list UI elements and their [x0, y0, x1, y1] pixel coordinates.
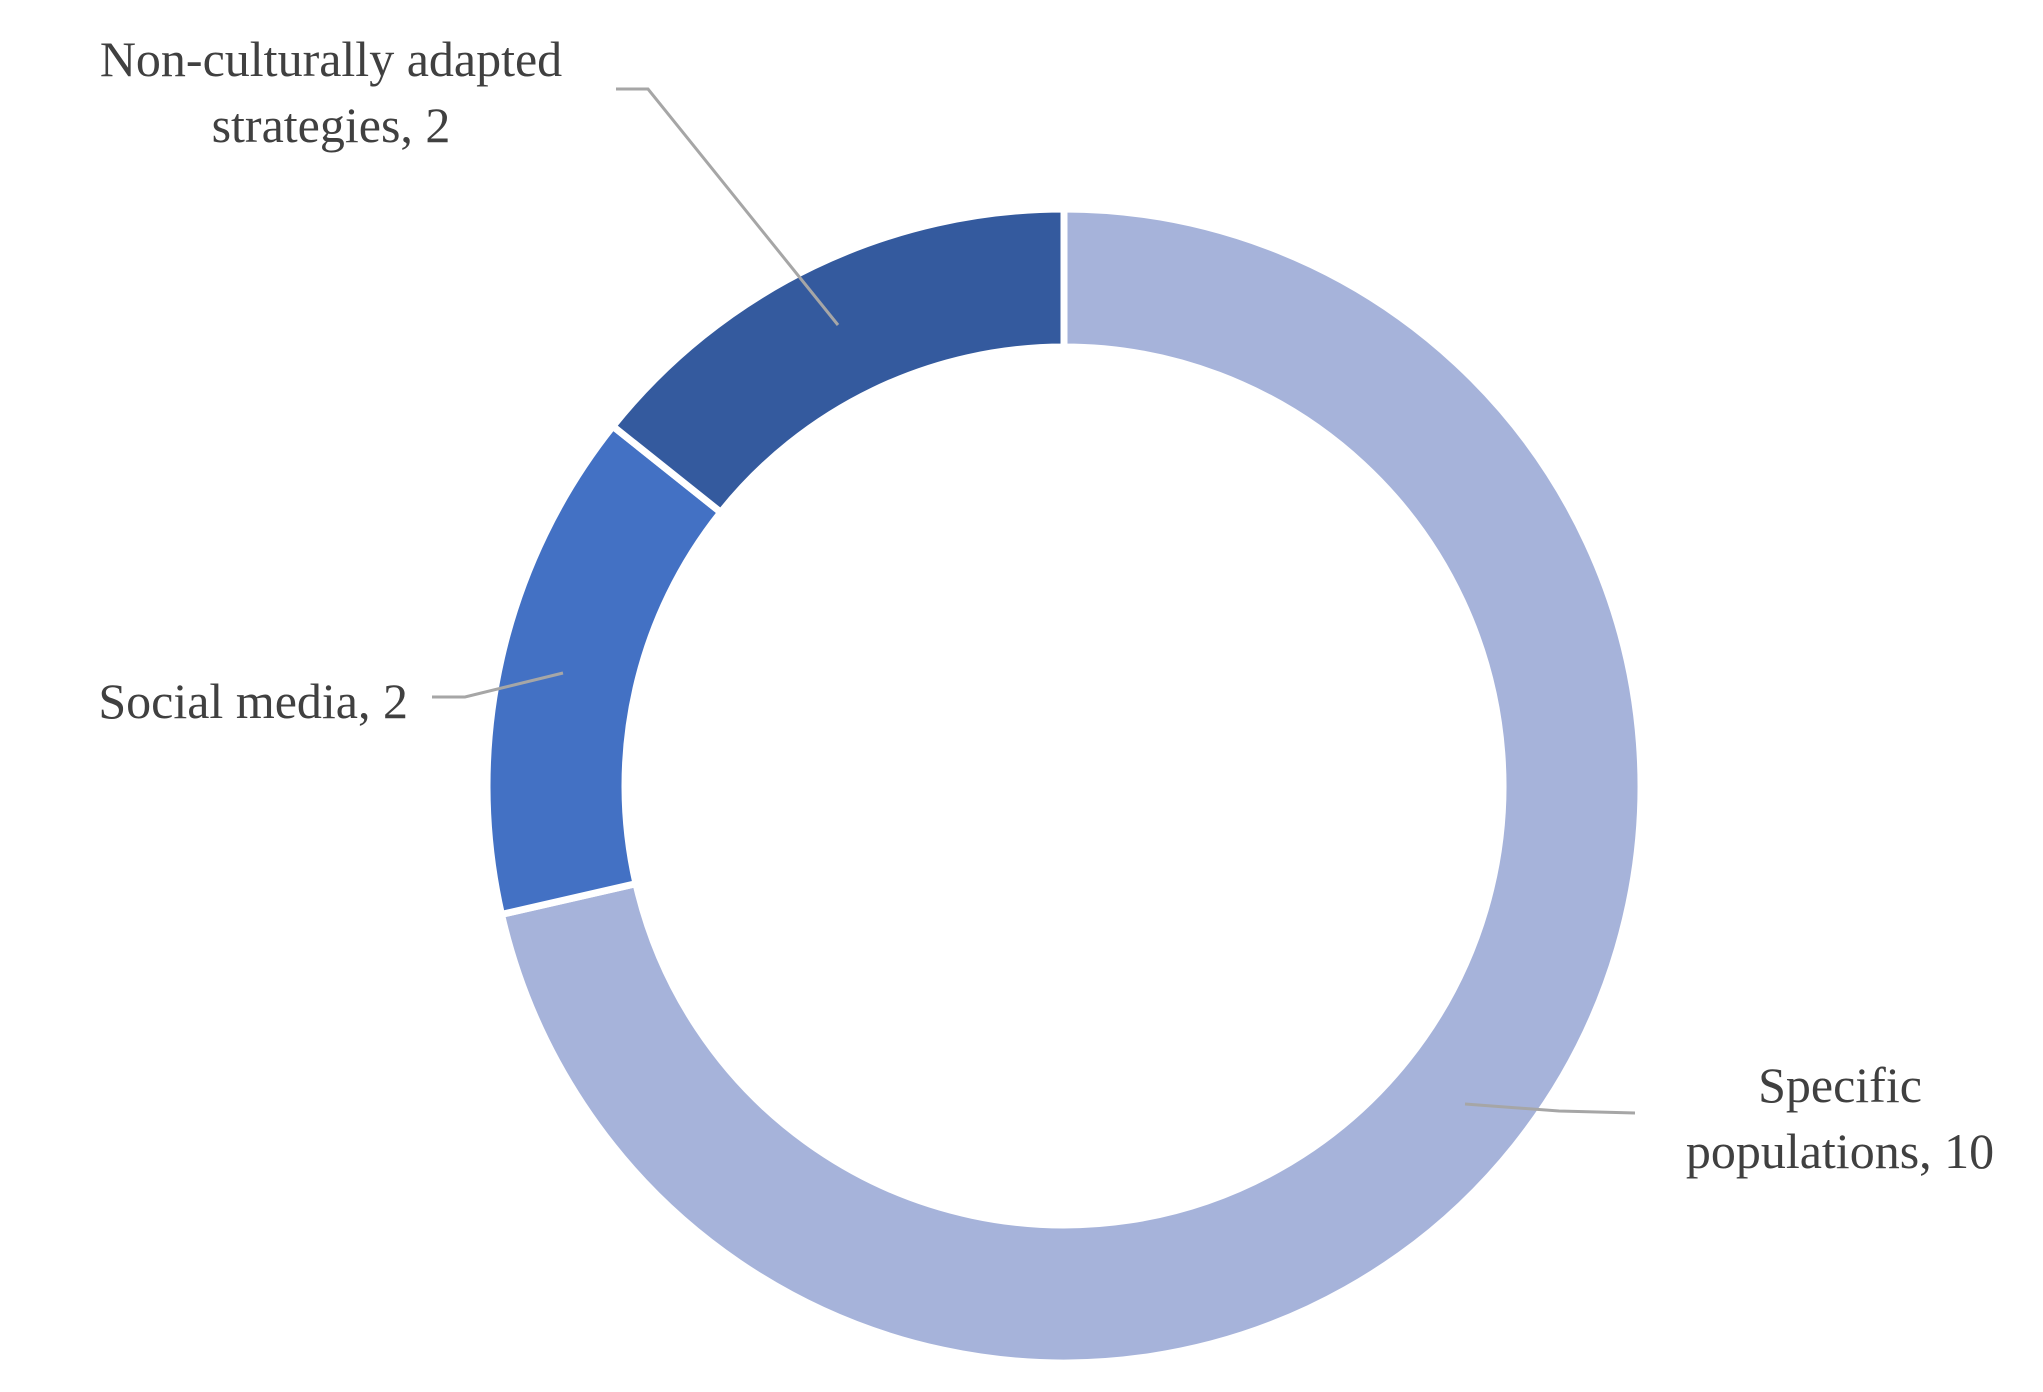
donut-segment: Non-culturally adapted strategies — [607, 205, 1068, 518]
data-label: Specific populations, 10 — [1685, 1057, 1995, 1179]
donut: Specific populationsSocial mediaNon-cult… — [483, 205, 1645, 1367]
data-label: Non-culturally adapted strategies, 2 — [99, 31, 563, 153]
leader-line — [432, 671, 564, 699]
leader-line — [616, 87, 840, 326]
data-label: Social media, 2 — [98, 673, 408, 729]
donut-segment: Social media — [483, 421, 726, 919]
leader-line — [1464, 1102, 1636, 1115]
donut-segment: Specific populations — [497, 205, 1645, 1367]
